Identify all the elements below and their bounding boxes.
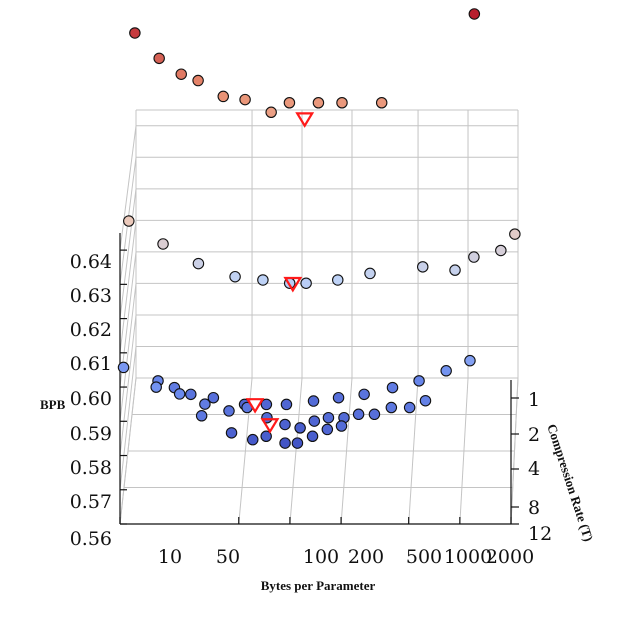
data-point-t1-4 bbox=[217, 90, 230, 103]
data-point-t4-9 bbox=[332, 391, 345, 404]
data-point-t2-6 bbox=[300, 277, 312, 289]
data-point-t1-11 bbox=[468, 8, 481, 20]
data-point-t12-3 bbox=[260, 430, 272, 443]
data-point-t2-9 bbox=[416, 261, 429, 273]
data-point-t8-8 bbox=[308, 415, 321, 427]
x-tick-label-1: 50 bbox=[216, 546, 240, 568]
data-point-t4-3 bbox=[185, 388, 197, 401]
data-point-t4-4 bbox=[207, 391, 220, 404]
data-point-t12-8 bbox=[335, 420, 348, 432]
z-tick-label-1: 0.57 bbox=[70, 491, 112, 513]
data-point-t1-8 bbox=[312, 97, 325, 109]
data-point-t4-0 bbox=[117, 361, 130, 374]
x-tick-label-5: 1000 bbox=[444, 546, 492, 568]
z-tick-label-7: 0.63 bbox=[70, 285, 112, 307]
grid-layer bbox=[119, 109, 519, 525]
data-point-t1-0 bbox=[129, 27, 141, 39]
z-tick-label-3: 0.59 bbox=[70, 423, 112, 445]
data-point-t8-1 bbox=[173, 388, 186, 400]
data-point-t12-2 bbox=[246, 433, 259, 446]
data-point-t4-7 bbox=[280, 398, 293, 411]
data-point-t1-5 bbox=[239, 93, 251, 106]
data-point-t8-15 bbox=[419, 394, 432, 407]
data-point-t1-3 bbox=[192, 74, 204, 87]
floor-right-edge bbox=[510, 377, 519, 525]
data-point-t2-3 bbox=[229, 270, 241, 283]
data-point-t12-5 bbox=[291, 437, 304, 449]
y-tick-label-1: 2 bbox=[528, 424, 540, 446]
data-point-t8-6 bbox=[279, 418, 291, 431]
data-point-t8-3 bbox=[223, 405, 235, 417]
data-point-t8-12 bbox=[368, 408, 381, 421]
data-point-t4-12 bbox=[413, 375, 425, 387]
data-point-t8-0 bbox=[150, 381, 162, 393]
data-point-t8-7 bbox=[294, 422, 306, 434]
data-point-t8-14 bbox=[403, 401, 416, 414]
data-point-t1-6 bbox=[265, 106, 277, 119]
data-point-t2-11 bbox=[468, 251, 480, 263]
side-wall-z-gridline-6 bbox=[119, 188, 137, 319]
side-wall-z-gridline-3 bbox=[119, 283, 137, 422]
data-point-t2-2 bbox=[192, 257, 205, 270]
data-point-t4-6 bbox=[260, 398, 273, 411]
data-point-t1-7 bbox=[283, 97, 296, 109]
data-point-t8-13 bbox=[385, 401, 398, 414]
data-point-t12-4 bbox=[279, 437, 291, 449]
y-tick-label-4: 12 bbox=[528, 523, 552, 545]
side-wall-z-gridline-5 bbox=[119, 220, 137, 353]
data-point-t1-1 bbox=[153, 52, 165, 65]
data-point-t1-10 bbox=[375, 97, 388, 109]
data-point-t8-9 bbox=[322, 411, 335, 424]
z-tick-label-6: 0.62 bbox=[70, 319, 112, 341]
x-tick-label-4: 500 bbox=[406, 546, 442, 568]
optimum-marker-3 bbox=[260, 418, 280, 434]
optimum-marker-2 bbox=[245, 398, 265, 414]
z-tick-label-5: 0.61 bbox=[70, 353, 112, 375]
data-point-t2-13 bbox=[509, 228, 521, 240]
side-wall-z-gridline-1 bbox=[119, 346, 137, 490]
data-point-t2-0 bbox=[123, 215, 135, 227]
data-point-t4-14 bbox=[464, 354, 476, 367]
data-point-t12-1 bbox=[225, 427, 238, 439]
data-point-t2-4 bbox=[257, 274, 269, 286]
y-tick-label-2: 4 bbox=[528, 458, 540, 480]
data-point-t4-11 bbox=[386, 381, 399, 394]
y-tick-label-0: 1 bbox=[528, 389, 540, 411]
data-point-t1-9 bbox=[336, 97, 348, 109]
x-tick-label-6: 2000 bbox=[486, 546, 534, 568]
x-tick-label-0: 10 bbox=[158, 546, 182, 568]
point-layer bbox=[117, 8, 521, 449]
data-point-t4-10 bbox=[358, 388, 370, 401]
optimum-marker-1 bbox=[283, 276, 303, 293]
axis-layer bbox=[119, 233, 519, 525]
y-tick-label-3: 8 bbox=[528, 497, 540, 519]
x-tick-label-3: 200 bbox=[348, 546, 384, 568]
data-point-t2-10 bbox=[449, 264, 461, 276]
data-point-t12-0 bbox=[195, 410, 208, 422]
data-point-t12-7 bbox=[321, 423, 334, 436]
z-tick-label-8: 0.64 bbox=[70, 251, 112, 273]
data-point-t8-2 bbox=[199, 398, 211, 410]
x-axis-title: Bytes per Parameter bbox=[261, 578, 376, 593]
z-axis-title: BPB bbox=[40, 397, 66, 412]
optimum-marker-0 bbox=[295, 112, 315, 128]
data-point-t8-11 bbox=[352, 408, 365, 421]
z-tick-label-4: 0.60 bbox=[70, 388, 112, 410]
data-point-t1-2 bbox=[175, 68, 187, 80]
data-point-t2-1 bbox=[157, 238, 169, 250]
z-tick-label-0: 0.56 bbox=[70, 528, 112, 550]
side-wall-z-gridline-2 bbox=[119, 314, 137, 456]
data-point-t2-12 bbox=[495, 244, 507, 257]
data-point-t2-8 bbox=[364, 267, 376, 280]
data-point-t2-7 bbox=[332, 274, 344, 286]
data-point-t12-6 bbox=[306, 430, 319, 443]
x-tick-label-2: 100 bbox=[303, 546, 339, 568]
data-point-t4-13 bbox=[440, 365, 452, 377]
data-point-t4-8 bbox=[307, 395, 320, 407]
z-tick-label-2: 0.58 bbox=[70, 457, 112, 479]
side-wall-z-gridline-0 bbox=[119, 377, 137, 525]
side-wall-z-gridline-8 bbox=[119, 125, 137, 251]
